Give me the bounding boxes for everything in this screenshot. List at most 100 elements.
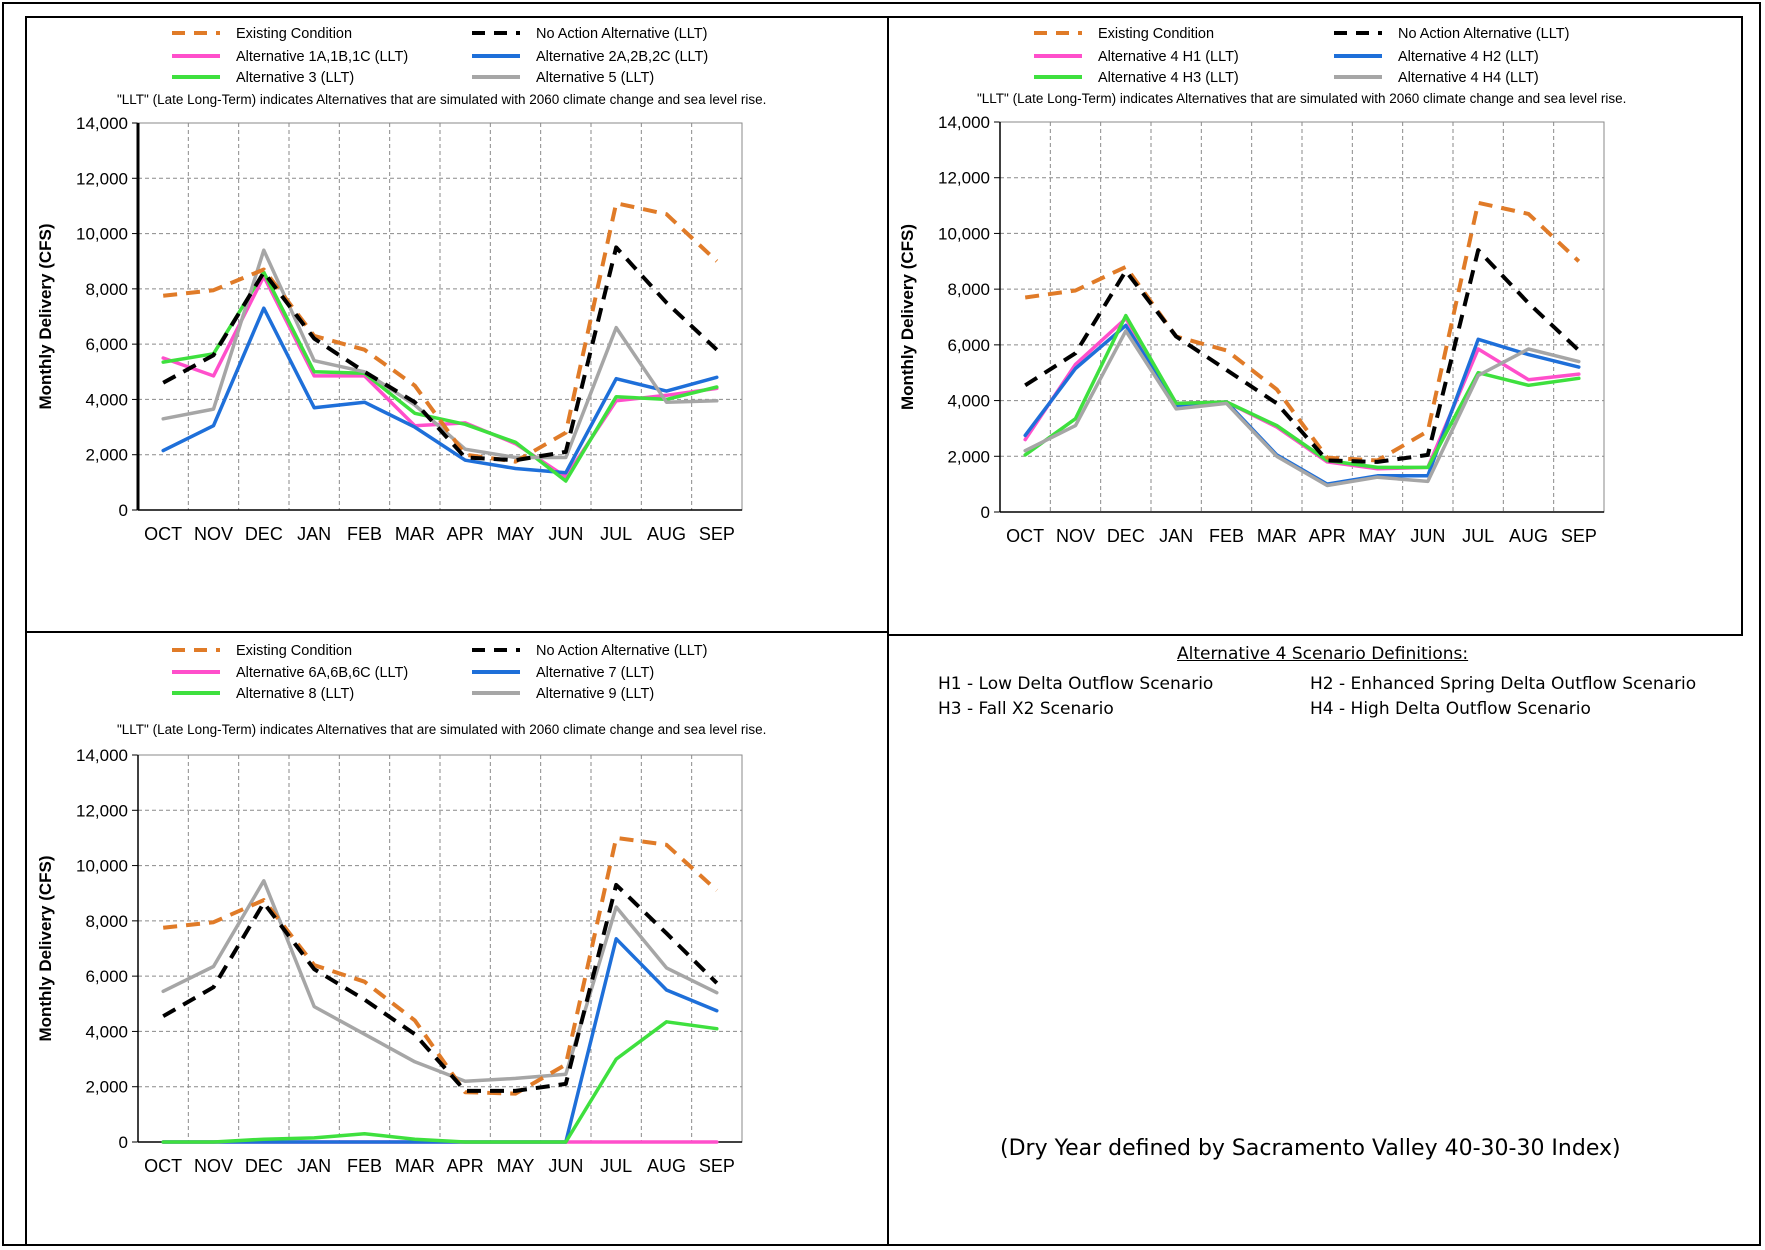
x-tick-label: MAR (395, 1156, 435, 1176)
x-tick-label: APR (447, 1156, 484, 1176)
x-tick-label: SEP (699, 1156, 735, 1176)
dry-year-footnote: (Dry Year defined by Sacramento Valley 4… (1000, 1136, 1621, 1161)
y-tick-label: 0 (981, 503, 990, 522)
x-tick-label: JAN (1159, 526, 1193, 546)
y-tick-label: 10,000 (76, 225, 128, 244)
series-line-2 (162, 245, 719, 463)
series-line-2 (162, 882, 719, 1093)
legend-label: Alternative 6A,6B,6C (LLT) (236, 665, 408, 681)
definitions-title: Alternative 4 Scenario Definitions: (1177, 644, 1469, 664)
x-tick-label: OCT (144, 524, 182, 544)
x-tick-label: SEP (1561, 526, 1597, 546)
legend-label: Alternative 5 (LLT) (536, 70, 654, 86)
y-axis-label: Monthly Delivery (CFS) (36, 855, 55, 1041)
series-line-3 (161, 274, 719, 479)
legend-label: Alternative 4 H2 (LLT) (1398, 49, 1539, 65)
x-tick-label: OCT (1006, 526, 1044, 546)
x-tick-label: DEC (245, 524, 283, 544)
series-line-2 (1024, 248, 1581, 464)
x-tick-label: MAY (497, 524, 535, 544)
x-tick-label: MAR (395, 524, 435, 544)
y-tick-label: 4,000 (947, 392, 990, 411)
y-tick-label: 12,000 (76, 801, 128, 820)
series-line-6 (161, 879, 719, 1083)
definition-h4: H4 - High Delta Outflow Scenario (1310, 699, 1591, 719)
series-line-5 (161, 1020, 719, 1144)
legend-label: No Action Alternative (LLT) (536, 26, 707, 42)
y-tick-label: 0 (119, 501, 128, 520)
y-tick-label: 6,000 (85, 335, 128, 354)
y-tick-label: 8,000 (947, 280, 990, 299)
scenario-definitions: Alternative 4 Scenario Definitions: H1 -… (892, 644, 1712, 734)
chart-panel-2: Existing Condition No Action Alternative … (887, 16, 1743, 636)
y-axis-label: Monthly Delivery (CFS) (898, 224, 917, 410)
x-tick-label: AUG (1509, 526, 1548, 546)
x-tick-label: JAN (297, 1156, 331, 1176)
y-tick-label: 2,000 (85, 1078, 128, 1097)
legend-label: Alternative 9 (LLT) (536, 686, 654, 702)
x-tick-label: JAN (297, 524, 331, 544)
definition-h3: H3 - Fall X2 Scenario (938, 699, 1114, 719)
y-tick-label: 2,000 (85, 446, 128, 465)
chart-panel-1: Existing Condition No Action Alternative … (25, 16, 889, 633)
chart-note: "LLT" (Late Long-Term) indicates Alterna… (117, 92, 766, 107)
y-tick-label: 10,000 (76, 857, 128, 876)
chart-note: "LLT" (Late Long-Term) indicates Alterna… (977, 91, 1626, 106)
definition-h1: H1 - Low Delta Outflow Scenario (938, 674, 1214, 694)
definition-h2: H2 - Enhanced Spring Delta Outflow Scena… (1310, 674, 1697, 694)
x-tick-label: AUG (647, 1156, 686, 1176)
series-line-5 (1023, 313, 1581, 470)
x-tick-label: APR (447, 524, 484, 544)
chart-3: Existing Condition No Action Alternative … (36, 643, 766, 1176)
x-tick-label: NOV (194, 1156, 233, 1176)
x-tick-label: SEP (699, 524, 735, 544)
y-tick-label: 12,000 (76, 169, 128, 188)
x-tick-label: JUN (548, 1156, 583, 1176)
series-line-6 (1023, 329, 1581, 488)
y-tick-label: 4,000 (85, 390, 128, 409)
series-line-4 (161, 306, 719, 475)
y-axis-label: Monthly Delivery (CFS) (36, 223, 55, 409)
x-tick-label: MAR (1257, 526, 1297, 546)
y-tick-label: 4,000 (85, 1022, 128, 1041)
x-tick-label: NOV (194, 524, 233, 544)
legend-label: No Action Alternative (LLT) (536, 643, 707, 659)
y-tick-label: 8,000 (85, 912, 128, 931)
legend-label: Alternative 3 (LLT) (236, 70, 354, 86)
x-tick-label: DEC (245, 1156, 283, 1176)
legend-label: Alternative 4 H4 (LLT) (1398, 70, 1539, 86)
x-tick-label: MAY (1359, 526, 1397, 546)
legend-label: Alternative 4 H1 (LLT) (1098, 49, 1239, 65)
chart-panel-3: Existing Condition No Action Alternative … (25, 631, 889, 1246)
y-tick-label: 6,000 (85, 967, 128, 986)
series-line-4 (161, 937, 719, 1144)
x-tick-label: DEC (1107, 526, 1145, 546)
legend-label: No Action Alternative (LLT) (1398, 26, 1569, 42)
chart-2: Existing Condition No Action Alternative … (898, 26, 1626, 546)
y-tick-label: 14,000 (76, 746, 128, 765)
legend-label: Existing Condition (236, 643, 352, 659)
y-tick-label: 6,000 (947, 336, 990, 355)
x-tick-label: APR (1309, 526, 1346, 546)
y-tick-label: 8,000 (85, 280, 128, 299)
legend-label: Alternative 1A,1B,1C (LLT) (236, 49, 408, 65)
x-tick-label: JUN (1410, 526, 1445, 546)
x-tick-label: FEB (347, 1156, 382, 1176)
x-tick-label: FEB (347, 524, 382, 544)
series-line-6 (161, 248, 719, 460)
x-tick-label: OCT (144, 1156, 182, 1176)
x-tick-label: FEB (1209, 526, 1244, 546)
legend-label: Alternative 8 (LLT) (236, 686, 354, 702)
y-tick-label: 14,000 (76, 114, 128, 133)
x-tick-label: JUN (548, 524, 583, 544)
series-line-1 (1024, 200, 1581, 463)
x-tick-label: JUL (600, 524, 632, 544)
chart-1: Existing Condition No Action Alternative … (36, 26, 766, 544)
chart-note: "LLT" (Late Long-Term) indicates Alterna… (117, 722, 766, 737)
y-tick-label: 2,000 (947, 447, 990, 466)
x-tick-label: NOV (1056, 526, 1095, 546)
legend-label: Alternative 4 H3 (LLT) (1098, 70, 1239, 86)
y-tick-label: 10,000 (938, 224, 990, 243)
legend-label: Alternative 7 (LLT) (536, 665, 654, 681)
y-tick-label: 0 (119, 1133, 128, 1152)
